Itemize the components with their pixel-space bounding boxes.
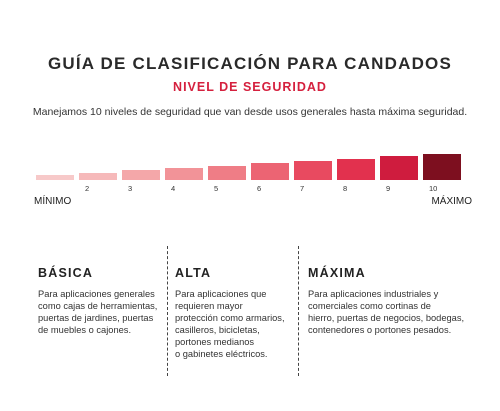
security-level-number: 4	[171, 184, 176, 193]
security-level-number: 10	[429, 184, 438, 193]
security-level-scale: MÍNIMO MÁXIMO 2 3 4 5 6 7 8 9 10	[34, 140, 472, 220]
security-level-number: 9	[386, 184, 391, 193]
security-level-bar	[208, 165, 246, 180]
security-level-bar	[36, 175, 74, 180]
security-level-number: 5	[214, 184, 219, 193]
page-title: GUÍA DE CLASIFICACIÓN PARA CANDADOS	[47, 54, 453, 73]
security-level-number: 7	[300, 184, 305, 193]
category-description: Para aplicaciones que requieren mayor pr…	[175, 289, 285, 359]
security-level-number: 8	[343, 184, 348, 193]
security-level-bar	[423, 154, 461, 180]
security-level-bar	[122, 170, 160, 180]
column-divider	[167, 246, 168, 376]
category-title: BÁSICA	[38, 266, 94, 280]
scale-max-label: MÁXIMO	[431, 196, 472, 207]
category-maxima: MÁXIMA Para aplicaciones industriales y …	[308, 266, 478, 378]
category-description: Para aplicaciones generales como cajas d…	[38, 289, 158, 335]
scale-min-label: MÍNIMO	[34, 196, 72, 207]
column-divider	[298, 246, 299, 376]
security-level-bar	[380, 156, 418, 180]
security-level-bar	[337, 158, 375, 180]
category-alta: ALTA Para aplicaciones que requieren may…	[175, 266, 293, 378]
security-level-bar	[294, 161, 332, 180]
security-level-number: 2	[85, 184, 90, 193]
security-level-bar	[251, 163, 289, 180]
security-level-bar	[79, 172, 117, 180]
security-level-bar	[165, 168, 203, 180]
security-level-number: 6	[257, 184, 262, 193]
category-description: Para aplicaciones industriales y comerci…	[308, 289, 465, 335]
intro-text: Manejamos 10 niveles de seguridad que va…	[32, 106, 468, 118]
security-level-number: 3	[128, 184, 133, 193]
category-title: ALTA	[175, 266, 212, 280]
category-basica: BÁSICA Para aplicaciones generales como …	[38, 266, 164, 378]
page-subtitle: NIVEL DE SEGURIDAD	[173, 80, 327, 94]
category-title: MÁXIMA	[308, 266, 366, 280]
